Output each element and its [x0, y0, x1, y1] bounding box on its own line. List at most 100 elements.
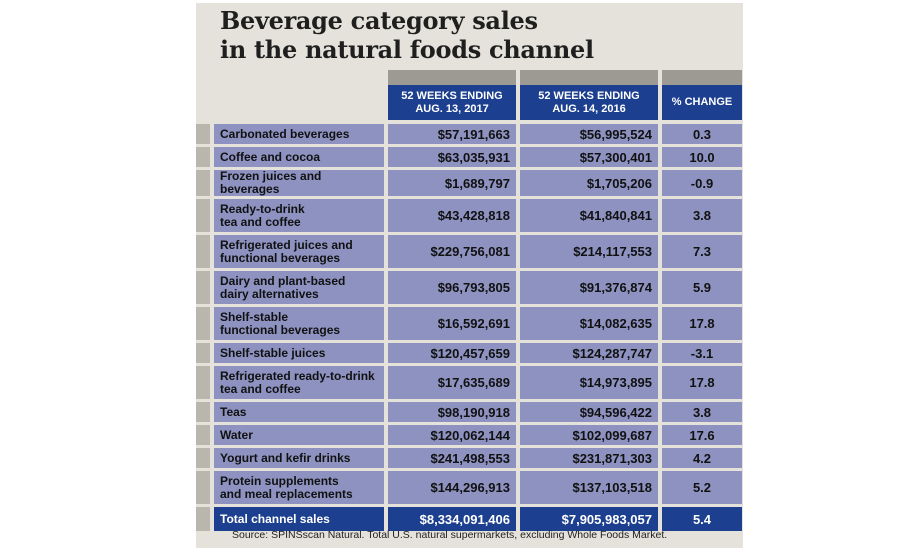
- category-cell: Shelf-stable functional beverages: [214, 307, 388, 343]
- percent-change: 3.8: [662, 199, 742, 235]
- category-label-line: Ready-to-drink: [220, 201, 305, 216]
- category-label-line: Frozen juices and beverages: [220, 169, 322, 196]
- column-header-2017-line-1: 52 WEEKS ENDING: [401, 89, 503, 102]
- header-row: 52 WEEKS ENDING AUG. 13, 2017 52 WEEKS E…: [196, 85, 742, 124]
- column-header-change-label: % CHANGE: [671, 96, 733, 108]
- column-header-2016: 52 WEEKS ENDING AUG. 14, 2016: [520, 85, 662, 124]
- header-cap-row: [196, 70, 742, 85]
- percent-change: 7.3: [662, 235, 742, 271]
- table-row: Refrigerated ready-to-drink tea and coffe…: [196, 366, 742, 402]
- table-row: Water $120,062,144 $102,099,687 17.6: [196, 425, 742, 448]
- value-2017: $241,498,553: [388, 448, 520, 471]
- total-label: Total channel sales: [214, 507, 388, 531]
- table-row: Protein supplements and meal replacements…: [196, 471, 742, 507]
- percent-change: 3.8: [662, 402, 742, 425]
- row-marker: [196, 425, 214, 448]
- category-label-line: Shelf-stable juices: [220, 345, 326, 360]
- percent-change: 17.8: [662, 366, 742, 402]
- row-marker: [196, 343, 214, 366]
- category-label-line: Water: [220, 427, 253, 442]
- row-marker: [196, 147, 214, 170]
- row-marker: [196, 124, 214, 147]
- category-cell: Protein supplements and meal replacements: [214, 471, 388, 507]
- column-header-2016-line-1: 52 WEEKS ENDING: [538, 89, 640, 102]
- sales-table: 52 WEEKS ENDING AUG. 13, 2017 52 WEEKS E…: [196, 70, 742, 531]
- value-2016: $14,082,635: [520, 307, 662, 343]
- total-2017: $8,334,091,406: [388, 507, 520, 531]
- percent-change: 5.2: [662, 471, 742, 507]
- percent-change: 10.0: [662, 147, 742, 170]
- category-cell: Dairy and plant-based dairy alternatives: [214, 271, 388, 307]
- percent-change: 17.8: [662, 307, 742, 343]
- value-2017: $43,428,818: [388, 199, 520, 235]
- row-marker: [196, 471, 214, 507]
- category-cell: Shelf-stable juices: [214, 343, 388, 366]
- category-label-line: Yogurt and kefir drinks: [220, 450, 351, 465]
- value-2017: $17,635,689: [388, 366, 520, 402]
- value-2016: $94,596,422: [520, 402, 662, 425]
- row-marker: [196, 307, 214, 343]
- value-2017: $120,457,659: [388, 343, 520, 366]
- table-row: Teas $98,190,918 $94,596,422 3.8: [196, 402, 742, 425]
- value-2016: $102,099,687: [520, 425, 662, 448]
- category-cell: Yogurt and kefir drinks: [214, 448, 388, 471]
- table-row: Frozen juices and beverages $1,689,797 $1,…: [196, 170, 742, 199]
- category-cell: Water: [214, 425, 388, 448]
- column-header-2017-line-2: AUG. 13, 2017: [415, 102, 489, 115]
- percent-change: 5.9: [662, 271, 742, 307]
- table-row: Yogurt and kefir drinks $241,498,553 $231,…: [196, 448, 742, 471]
- row-marker: [196, 402, 214, 425]
- table-row: Ready-to-drink tea and coffee $43,428,818 $…: [196, 199, 742, 235]
- value-2016: $231,871,303: [520, 448, 662, 471]
- table-row: Shelf-stable functional beverages $16,592,…: [196, 307, 742, 343]
- category-label-line: tea and coffee: [220, 214, 301, 229]
- value-2016: $57,300,401: [520, 147, 662, 170]
- category-label-line: Refrigerated juices and: [220, 237, 353, 252]
- value-2017: $98,190,918: [388, 402, 520, 425]
- row-marker: [196, 170, 214, 199]
- value-2017: $1,689,797: [388, 170, 520, 199]
- percent-change: 4.2: [662, 448, 742, 471]
- category-label-line: Teas: [220, 404, 247, 419]
- table-row: Carbonated beverages $57,191,663 $56,995,5…: [196, 124, 742, 147]
- category-label-line: Shelf-stable: [220, 309, 289, 324]
- table-body: Carbonated beverages $57,191,663 $56,995,5…: [196, 124, 742, 531]
- value-2016: $41,840,841: [520, 199, 662, 235]
- header-spacer: [196, 85, 388, 124]
- category-label-line: dairy alternatives: [220, 286, 319, 301]
- table-row: Shelf-stable juices $120,457,659 $124,287,…: [196, 343, 742, 366]
- category-cell: Ready-to-drink tea and coffee: [214, 199, 388, 235]
- header-cap-2016: [520, 70, 662, 85]
- category-label-line: Protein supplements: [220, 473, 339, 488]
- value-2017: $229,756,081: [388, 235, 520, 271]
- category-label-line: Refrigerated ready-to-drink: [220, 368, 375, 383]
- category-label-line: Carbonated beverages: [220, 126, 350, 141]
- value-2016: $137,103,518: [520, 471, 662, 507]
- row-marker: [196, 448, 214, 471]
- value-2016: $124,287,747: [520, 343, 662, 366]
- percent-change: 17.6: [662, 425, 742, 448]
- header-cap-spacer: [196, 70, 388, 85]
- percent-change: -0.9: [662, 170, 742, 199]
- total-2016: $7,905,983,057: [520, 507, 662, 531]
- value-2016: $1,705,206: [520, 170, 662, 199]
- column-header-2017: 52 WEEKS ENDING AUG. 13, 2017: [388, 85, 520, 124]
- value-2016: $91,376,874: [520, 271, 662, 307]
- chart-title: Beverage category sales in the natural f…: [220, 6, 594, 64]
- category-label-line: Coffee and cocoa: [220, 149, 321, 164]
- category-label-line: tea and coffee: [220, 381, 301, 396]
- header-cap-2017: [388, 70, 520, 85]
- value-2017: $96,793,805: [388, 271, 520, 307]
- percent-change: 0.3: [662, 124, 742, 147]
- category-cell: Frozen juices and beverages: [214, 170, 388, 199]
- category-cell: Teas: [214, 402, 388, 425]
- title-line-2: in the natural foods channel: [220, 35, 594, 64]
- total-row: Total channel sales $8,334,091,406 $7,905,…: [196, 507, 742, 531]
- source-note: Source: SPINSscan Natural. Total U.S. na…: [232, 529, 668, 541]
- row-marker: [196, 366, 214, 402]
- table-row: Refrigerated juices and functional bevera…: [196, 235, 742, 271]
- header-cap-change: [662, 70, 742, 85]
- row-marker: [196, 507, 214, 531]
- value-2017: $144,296,913: [388, 471, 520, 507]
- title-line-1: Beverage category sales: [220, 6, 538, 35]
